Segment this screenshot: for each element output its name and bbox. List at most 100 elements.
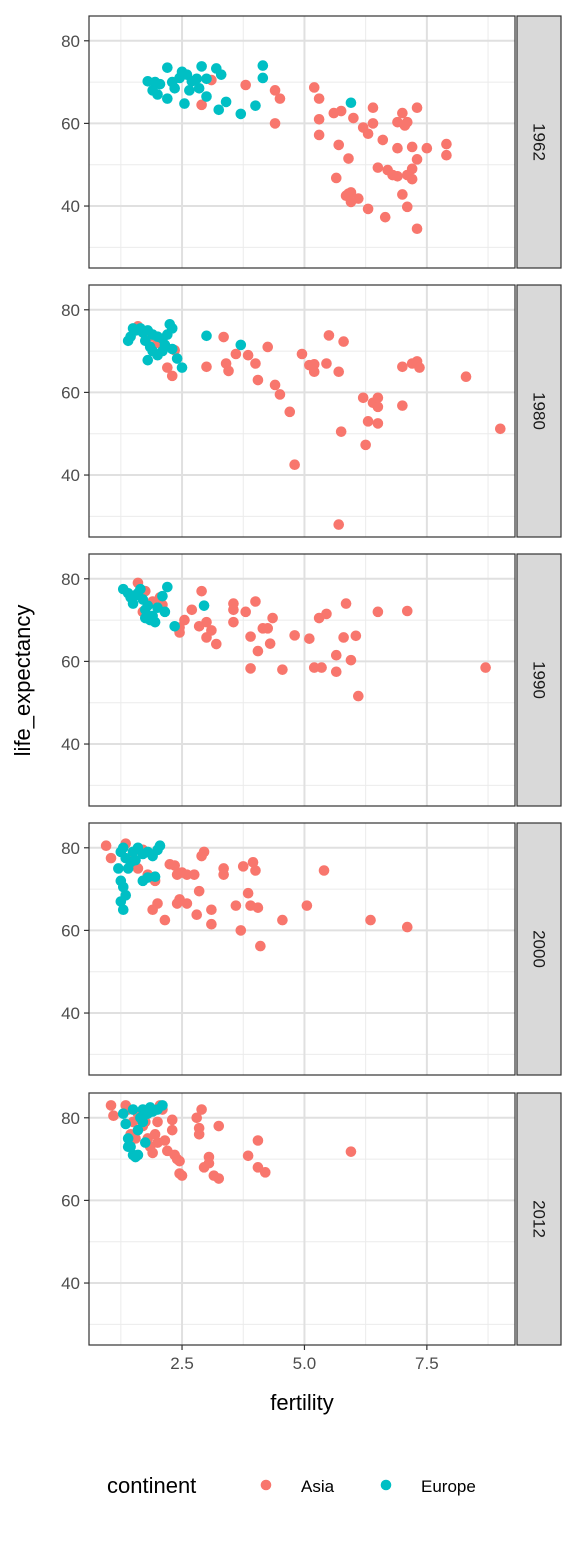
data-point-europe xyxy=(142,354,154,366)
data-point-asia xyxy=(218,869,229,880)
data-point-asia xyxy=(360,439,371,451)
data-point-asia xyxy=(301,900,313,911)
data-point-europe xyxy=(162,62,173,73)
data-point-asia xyxy=(362,128,374,140)
data-point-asia xyxy=(269,379,281,391)
data-point-asia xyxy=(335,426,347,437)
data-point-europe xyxy=(157,590,168,602)
data-point-asia xyxy=(411,223,423,235)
data-point-asia xyxy=(387,169,398,181)
y-tick-label: 40 xyxy=(61,735,80,754)
x-tick-label: 2.5 xyxy=(170,1354,194,1373)
y-tick-label: 80 xyxy=(61,1109,80,1128)
data-point-asia xyxy=(105,852,117,864)
data-point-asia xyxy=(321,358,332,369)
data-point-asia xyxy=(406,173,418,185)
panel-background xyxy=(89,554,515,806)
data-point-asia xyxy=(296,348,308,360)
data-point-asia xyxy=(367,102,379,114)
data-point-asia xyxy=(362,203,374,215)
data-point-asia xyxy=(213,1173,225,1184)
data-point-asia xyxy=(149,1129,161,1140)
x-tick-label: 7.5 xyxy=(415,1354,439,1373)
data-point-asia xyxy=(289,459,300,471)
facet-strip xyxy=(516,284,562,538)
data-point-europe xyxy=(117,881,129,893)
data-point-asia xyxy=(321,608,332,620)
panel-background xyxy=(89,285,515,537)
data-point-asia xyxy=(252,645,264,657)
facet-label: 1962 xyxy=(530,123,549,161)
data-point-asia xyxy=(397,400,408,411)
legend-title: continent xyxy=(107,1473,196,1498)
data-point-asia xyxy=(201,616,212,628)
data-point-europe xyxy=(191,73,203,85)
data-point-europe xyxy=(117,904,129,916)
data-point-asia xyxy=(108,1110,119,1122)
panel-border xyxy=(88,553,516,807)
data-point-europe xyxy=(147,610,158,622)
data-point-europe xyxy=(162,581,173,593)
data-point-asia xyxy=(201,632,212,643)
data-point-europe xyxy=(140,604,151,616)
data-point-europe xyxy=(162,93,173,104)
data-point-europe xyxy=(193,82,205,94)
data-point-europe xyxy=(140,1137,151,1148)
data-point-asia xyxy=(213,1120,225,1132)
data-point-asia xyxy=(147,1147,158,1159)
data-point-asia xyxy=(323,330,335,341)
data-point-asia xyxy=(289,630,300,641)
data-point-asia xyxy=(269,85,281,96)
data-point-asia xyxy=(330,666,342,678)
data-point-asia xyxy=(357,392,369,404)
data-point-europe xyxy=(117,1108,129,1119)
data-point-asia xyxy=(338,336,349,347)
y-tick-label: 40 xyxy=(61,1004,80,1023)
x-tick-label: 5.0 xyxy=(293,1354,317,1373)
data-point-europe xyxy=(159,606,171,618)
y-tick-label: 80 xyxy=(61,570,80,589)
data-point-asia xyxy=(313,93,325,104)
data-point-europe xyxy=(132,1149,144,1161)
y-tick-label: 80 xyxy=(61,839,80,858)
panel-border xyxy=(88,15,516,269)
data-point-europe xyxy=(149,871,161,883)
data-point-asia xyxy=(176,1170,188,1181)
data-point-asia xyxy=(264,638,276,649)
data-point-asia xyxy=(308,662,320,673)
data-point-europe xyxy=(127,598,139,609)
data-point-asia xyxy=(166,1114,178,1126)
data-point-asia xyxy=(262,623,274,634)
data-point-europe xyxy=(122,1141,134,1153)
data-point-asia xyxy=(262,341,274,353)
data-point-asia xyxy=(130,1133,141,1144)
data-point-asia xyxy=(401,605,413,617)
data-point-asia xyxy=(284,406,296,418)
data-point-asia xyxy=(399,120,411,131)
facet-label: 1990 xyxy=(530,661,549,699)
data-point-asia xyxy=(191,909,203,921)
data-point-asia xyxy=(330,649,342,661)
data-point-asia xyxy=(242,349,254,361)
data-point-asia xyxy=(171,898,183,909)
data-point-asia xyxy=(247,856,259,868)
data-point-asia xyxy=(277,664,288,675)
data-point-asia xyxy=(333,139,345,151)
data-point-europe xyxy=(137,1116,149,1128)
data-point-asia xyxy=(411,154,423,165)
data-point-asia xyxy=(196,99,207,111)
data-point-asia xyxy=(242,887,254,899)
data-point-asia xyxy=(152,1116,163,1128)
data-point-asia xyxy=(230,348,242,360)
data-point-asia xyxy=(267,612,278,624)
data-point-asia xyxy=(162,362,173,373)
data-point-europe xyxy=(184,85,195,96)
panel-border xyxy=(88,822,516,1076)
data-point-asia xyxy=(193,1129,205,1140)
data-point-europe xyxy=(201,73,212,85)
data-point-europe xyxy=(130,854,141,866)
data-point-asia xyxy=(245,631,256,642)
data-point-asia xyxy=(198,846,210,858)
data-point-asia xyxy=(250,865,261,876)
data-point-asia xyxy=(169,860,180,871)
